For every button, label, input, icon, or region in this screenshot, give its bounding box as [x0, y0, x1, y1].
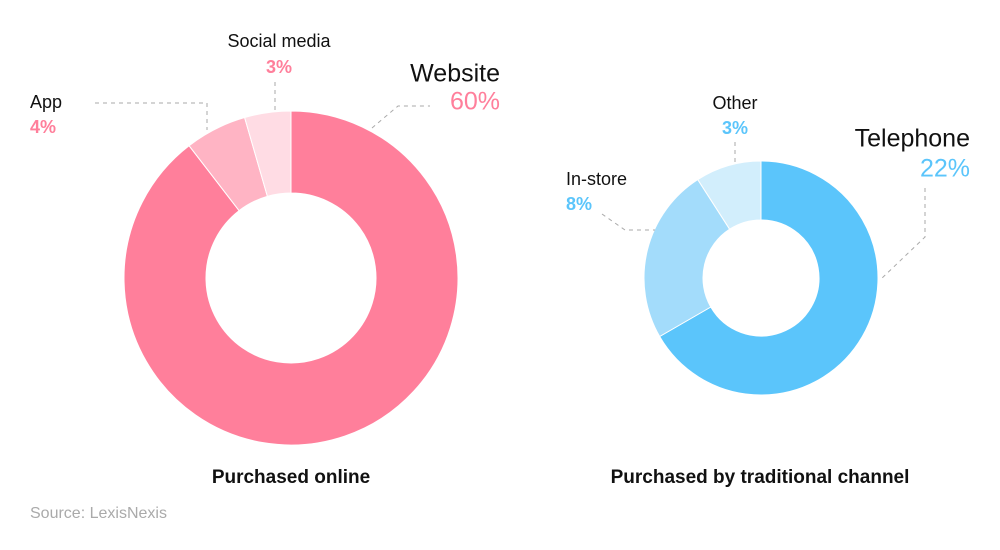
- slice-label: Social media: [227, 31, 331, 51]
- slice: [643, 178, 731, 338]
- leader-line: [95, 102, 208, 130]
- leader-line: [371, 105, 430, 129]
- slice-label: Other: [712, 93, 757, 113]
- chart-title: Purchased online: [212, 467, 370, 488]
- value-label: 3%: [722, 118, 748, 138]
- slice-label: Website: [410, 60, 500, 88]
- slice-label: App: [30, 92, 62, 112]
- slice-label: In-store: [566, 169, 627, 189]
- slice: [244, 110, 292, 197]
- value-label: 60%: [450, 88, 500, 116]
- leader-line: [601, 213, 655, 231]
- chart-title: Purchased by traditional channel: [611, 467, 910, 488]
- leader-line: [879, 188, 926, 281]
- slice: [123, 110, 459, 446]
- slice: [697, 160, 762, 230]
- source: Source: LexisNexis: [30, 505, 167, 522]
- value-label: 22%: [920, 155, 970, 183]
- value-label: 3%: [266, 57, 292, 77]
- slice-label: Telephone: [855, 125, 970, 153]
- value-label: 8%: [566, 194, 592, 214]
- value-label: 4%: [30, 117, 56, 137]
- slice: [658, 160, 879, 396]
